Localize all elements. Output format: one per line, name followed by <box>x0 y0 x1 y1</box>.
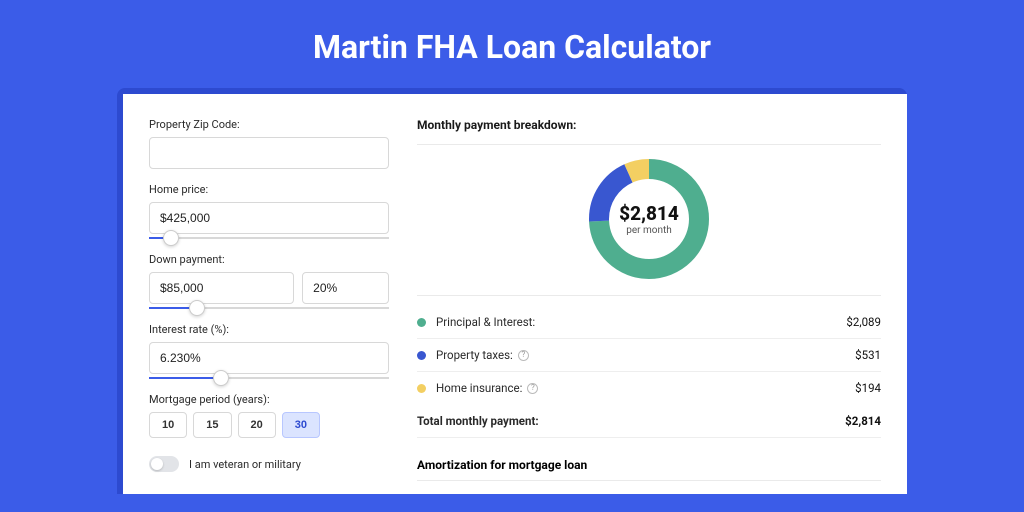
donut-amount: $2,814 <box>619 202 679 225</box>
home-price-field: Home price: <box>149 183 389 239</box>
breakdown-row: Home insurance:?$194 <box>417 372 881 404</box>
breakdown-row-label: Home insurance:? <box>436 381 855 395</box>
divider <box>417 295 881 296</box>
divider <box>417 144 881 145</box>
total-value: $2,814 <box>845 414 881 428</box>
donut-chart: $2,814 per month <box>585 155 713 283</box>
down-payment-label: Down payment: <box>149 253 389 266</box>
period-button-30[interactable]: 30 <box>282 412 320 438</box>
veteran-toggle-row: I am veteran or military <box>149 456 389 472</box>
period-button-20[interactable]: 20 <box>238 412 276 438</box>
card-shadow: Property Zip Code: Home price: Down paym… <box>117 88 907 494</box>
mortgage-period-field: Mortgage period (years): 1015 2030 <box>149 393 389 438</box>
breakdown-row: Property taxes:?$531 <box>417 339 881 372</box>
legend-dot <box>417 351 426 360</box>
zip-label: Property Zip Code: <box>149 118 389 131</box>
period-button-group: 1015 2030 <box>149 412 389 438</box>
home-price-label: Home price: <box>149 183 389 196</box>
donut-sub: per month <box>626 225 672 236</box>
donut-center: $2,814 per month <box>585 155 713 283</box>
veteran-toggle[interactable] <box>149 456 179 472</box>
form-column: Property Zip Code: Home price: Down paym… <box>149 118 389 494</box>
interest-rate-slider[interactable] <box>149 377 389 379</box>
down-payment-field: Down payment: <box>149 253 389 309</box>
breakdown-rows: Principal & Interest:$2,089Property taxe… <box>417 306 881 404</box>
home-price-input[interactable] <box>149 202 389 234</box>
interest-rate-input[interactable] <box>149 342 389 374</box>
calculator-card: Property Zip Code: Home price: Down paym… <box>123 94 907 494</box>
breakdown-title: Monthly payment breakdown: <box>417 118 881 132</box>
donut-chart-wrap: $2,814 per month <box>417 155 881 283</box>
down-payment-pct-input[interactable] <box>302 272 389 304</box>
interest-rate-label: Interest rate (%): <box>149 323 389 336</box>
down-payment-input[interactable] <box>149 272 294 304</box>
interest-rate-field: Interest rate (%): <box>149 323 389 379</box>
period-button-10[interactable]: 10 <box>149 412 187 438</box>
breakdown-row-label: Property taxes:? <box>436 348 855 362</box>
breakdown-row-label: Principal & Interest: <box>436 315 846 329</box>
amortization-title: Amortization for mortgage loan <box>417 458 881 472</box>
breakdown-column: Monthly payment breakdown: $2,814 per mo… <box>417 118 881 494</box>
breakdown-row: Principal & Interest:$2,089 <box>417 306 881 339</box>
total-row: Total monthly payment: $2,814 <box>417 404 881 438</box>
page-title: Martin FHA Loan Calculator <box>0 0 1024 88</box>
breakdown-row-value: $2,089 <box>846 315 881 329</box>
breakdown-row-value: $531 <box>855 348 881 362</box>
veteran-toggle-label: I am veteran or military <box>189 458 301 471</box>
legend-dot <box>417 318 426 327</box>
period-button-15[interactable]: 15 <box>193 412 231 438</box>
legend-dot <box>417 384 426 393</box>
zip-input[interactable] <box>149 137 389 169</box>
info-icon[interactable]: ? <box>527 383 538 394</box>
mortgage-period-label: Mortgage period (years): <box>149 393 389 406</box>
breakdown-row-value: $194 <box>855 381 881 395</box>
zip-field: Property Zip Code: <box>149 118 389 169</box>
info-icon[interactable]: ? <box>518 350 529 361</box>
total-label: Total monthly payment: <box>417 414 845 428</box>
amortization-text: Amortization for a mortgage loan refers … <box>417 491 881 494</box>
divider <box>417 480 881 481</box>
down-payment-slider[interactable] <box>149 307 389 309</box>
home-price-slider[interactable] <box>149 237 389 239</box>
